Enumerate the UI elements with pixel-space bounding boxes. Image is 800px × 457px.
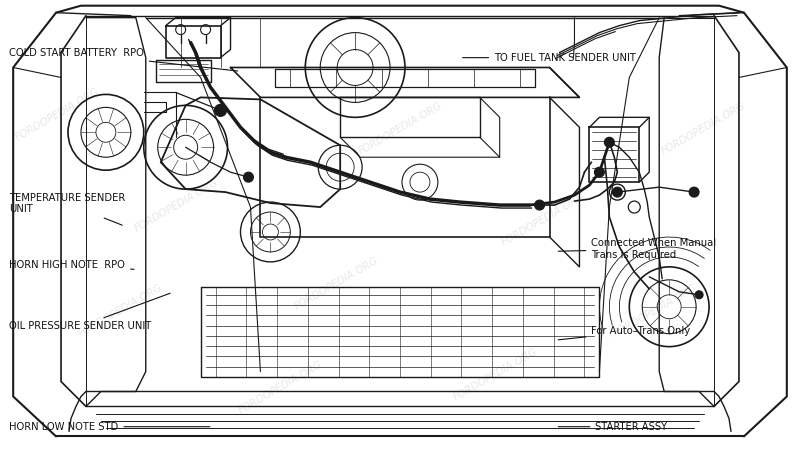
Text: HORN LOW NOTE STD: HORN LOW NOTE STD (9, 422, 210, 432)
Circle shape (695, 291, 703, 299)
Circle shape (604, 137, 614, 147)
Text: FORDOPEDIA.ORG: FORDOPEDIA.ORG (77, 282, 165, 339)
Text: FORDOPEDIA.ORG: FORDOPEDIA.ORG (452, 346, 539, 403)
Circle shape (214, 104, 226, 117)
Text: FORDOPEDIA.ORG: FORDOPEDIA.ORG (659, 100, 747, 156)
Text: COLD START BATTERY  RPO: COLD START BATTERY RPO (9, 48, 238, 71)
Text: OIL PRESSURE SENDER UNIT: OIL PRESSURE SENDER UNIT (9, 293, 170, 331)
Text: TEMPERATURE SENDER
UNIT: TEMPERATURE SENDER UNIT (9, 193, 126, 225)
Circle shape (689, 187, 699, 197)
Text: FORDOPEDIA.ORG: FORDOPEDIA.ORG (293, 255, 380, 311)
Circle shape (612, 187, 622, 197)
Text: For Auto–Trans Only: For Auto–Trans Only (558, 326, 690, 340)
Text: STARTER ASSY: STARTER ASSY (558, 422, 667, 432)
Text: HORN HIGH NOTE  RPO: HORN HIGH NOTE RPO (9, 260, 134, 270)
Circle shape (243, 172, 254, 182)
Text: FORDOPEDIA.ORG: FORDOPEDIA.ORG (611, 282, 699, 339)
Text: FORDOPEDIA.ORG: FORDOPEDIA.ORG (14, 86, 101, 143)
Text: FORDOPEDIA.ORG: FORDOPEDIA.ORG (237, 360, 324, 416)
Text: FORDOPEDIA.ORG: FORDOPEDIA.ORG (133, 178, 221, 234)
Circle shape (534, 200, 545, 210)
Text: Connected When Manual
Trans is Required: Connected When Manual Trans is Required (558, 238, 717, 260)
Text: TO FUEL TANK SENDER UNIT: TO FUEL TANK SENDER UNIT (462, 53, 636, 63)
Text: FORDOPEDIA.ORG: FORDOPEDIA.ORG (356, 100, 444, 156)
Circle shape (594, 167, 604, 177)
Text: FORDOPEDIA.ORG: FORDOPEDIA.ORG (500, 191, 587, 248)
